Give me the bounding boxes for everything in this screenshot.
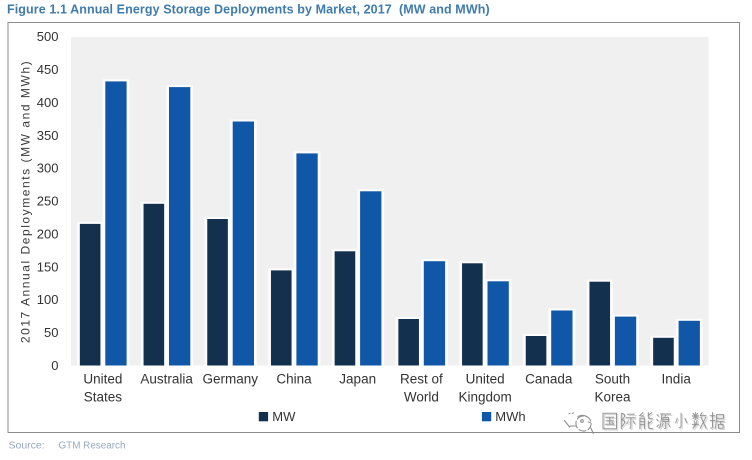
svg-text:India: India [662, 372, 692, 387]
svg-text:China: China [276, 372, 312, 387]
svg-text:Canada: Canada [525, 372, 573, 387]
svg-text:300: 300 [37, 161, 59, 176]
svg-text:Germany: Germany [203, 372, 259, 387]
svg-text:Japan: Japan [339, 372, 376, 387]
svg-text:Source:: Source: [9, 440, 45, 452]
svg-text:Figure 1.1 Annual Energy Stora: Figure 1.1 Annual Energy Storage Deploym… [7, 3, 490, 17]
svg-text:150: 150 [37, 259, 59, 274]
svg-text:500: 500 [37, 29, 59, 44]
svg-text:World: World [404, 390, 439, 405]
svg-text:United: United [83, 372, 122, 387]
svg-text:50: 50 [44, 325, 58, 340]
svg-text:Korea: Korea [594, 390, 631, 405]
svg-text:0: 0 [51, 358, 58, 373]
svg-text:350: 350 [37, 128, 59, 143]
svg-text:MWh: MWh [495, 409, 525, 424]
svg-text:400: 400 [37, 95, 59, 110]
svg-text:Kingdom: Kingdom [458, 390, 511, 405]
svg-text:MW: MW [272, 409, 296, 424]
svg-text:450: 450 [37, 62, 59, 77]
svg-text:200: 200 [37, 226, 59, 241]
svg-text:Rest of: Rest of [400, 372, 443, 387]
svg-text:2017 Annual Deployments (MW an: 2017 Annual Deployments (MW and MWh) [19, 60, 33, 343]
svg-text:100: 100 [37, 292, 59, 307]
svg-text:Australia: Australia [140, 372, 193, 387]
svg-text:United: United [466, 372, 505, 387]
svg-text:South: South [595, 372, 630, 387]
svg-text:250: 250 [37, 194, 59, 209]
svg-text:States: States [84, 390, 123, 405]
svg-text:GTM Research: GTM Research [59, 441, 126, 452]
